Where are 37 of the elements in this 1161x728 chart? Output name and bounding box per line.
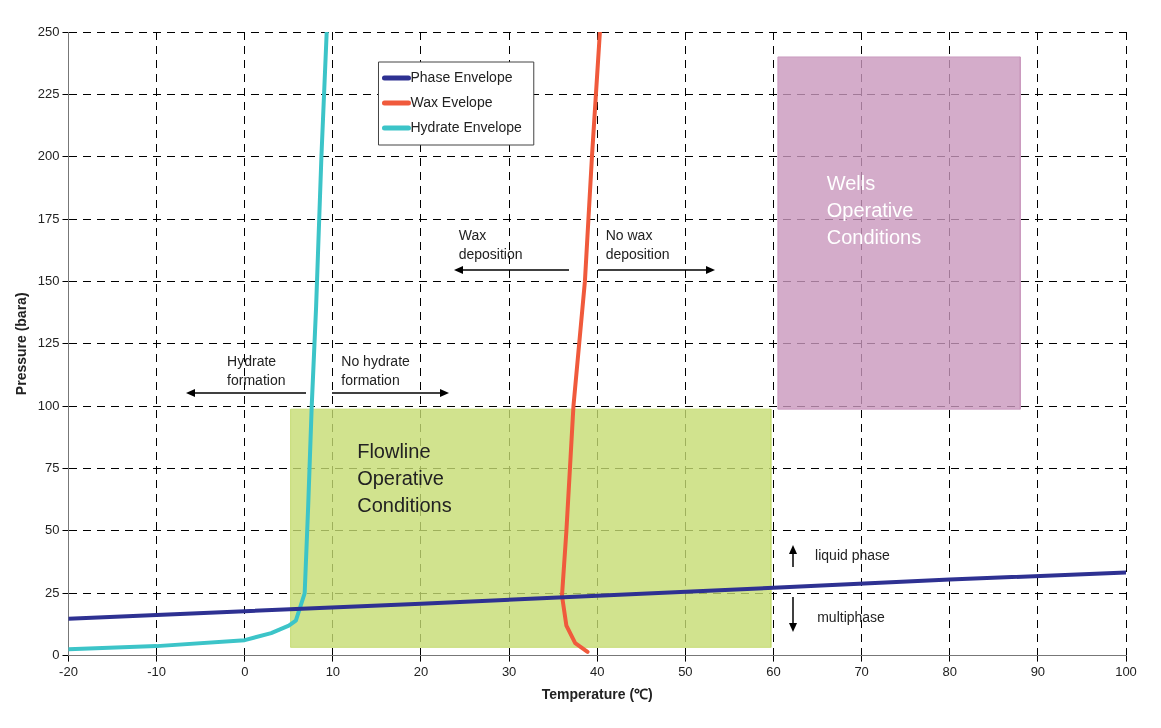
x-tick-label: 60 <box>766 663 781 679</box>
x-tick-label: 70 <box>854 663 869 679</box>
annotation: Flowline Operative Conditions <box>357 439 452 516</box>
annotation: Hydrate formation <box>227 352 286 388</box>
annotation: No hydrate formation <box>341 352 411 388</box>
y-tick-label: 100 <box>37 397 60 413</box>
x-tick-label: 10 <box>325 663 341 679</box>
x-tick-label: 30 <box>501 663 517 679</box>
x-tick-label: 0 <box>241 663 249 679</box>
x-axis-title: Temperature (℃) <box>541 686 653 703</box>
legend-label: Wax Evelope <box>410 93 493 110</box>
x-tick-label: 100 <box>1115 663 1137 679</box>
y-axis-title: Pressure (bara) <box>13 292 30 396</box>
annotation: liquid phase <box>815 546 891 563</box>
x-tick-label: 80 <box>942 663 957 679</box>
y-tick-label: 25 <box>45 584 60 600</box>
x-tick-label: -10 <box>147 663 167 679</box>
y-tick-label: 225 <box>37 85 60 101</box>
x-tick-label: 20 <box>413 663 429 679</box>
annotation: No wax deposition <box>605 226 670 262</box>
y-tick-label: 0 <box>52 647 60 663</box>
y-tick-label: 50 <box>45 522 60 538</box>
x-tick-label: 40 <box>590 663 605 679</box>
x-tick-label: 90 <box>1030 663 1046 679</box>
y-tick-label: 125 <box>37 335 60 351</box>
y-tick-label: 250 <box>37 23 60 39</box>
annotation: Wax deposition <box>458 226 523 262</box>
y-tick-label: 150 <box>37 273 60 289</box>
y-tick-label: 175 <box>37 210 60 226</box>
annotation: Wells Operative Conditions <box>826 171 922 248</box>
legend-label: Phase Envelope <box>410 68 513 85</box>
legend-label: Hydrate Envelope <box>410 118 522 135</box>
y-tick-label: 200 <box>37 148 60 164</box>
x-tick-label: 50 <box>678 663 693 679</box>
annotation: multiphase <box>817 608 886 625</box>
y-tick-label: 75 <box>45 460 60 476</box>
x-tick-label: -20 <box>59 663 78 679</box>
